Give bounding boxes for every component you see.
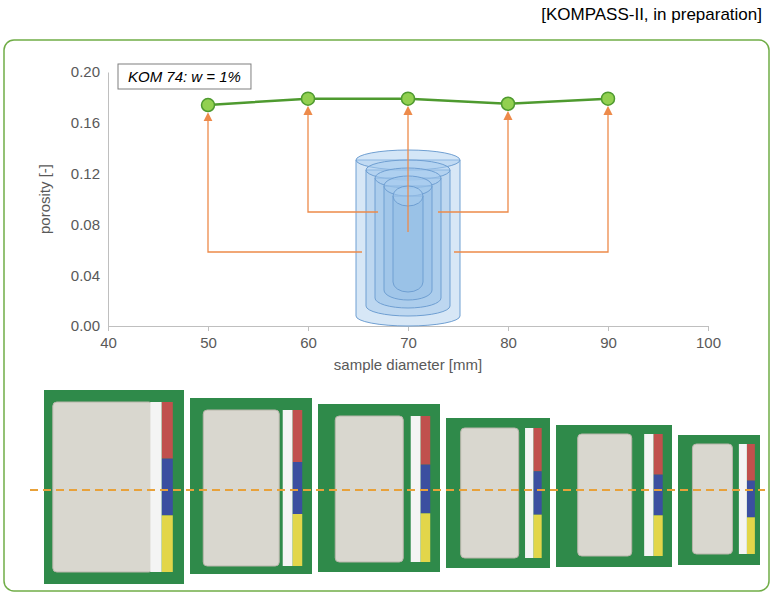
pointer-arrow [208,114,362,252]
data-point [202,99,215,112]
pointer-arrow [407,108,408,232]
y-axis-line [108,73,109,327]
x-tick-mark [408,326,409,331]
ruler-segment [292,462,302,514]
ruler-scale [150,402,161,572]
x-tick: 90 [600,326,617,351]
y-tick-label: 0.12 [71,165,100,182]
header-annotation: [KOMPASS-II, in preparation] [541,5,762,24]
y-tick-label: 0.04 [71,267,100,284]
ruler-scale [644,434,653,556]
sample-cylinder [461,428,519,558]
sample-cylinder [692,444,732,554]
x-tick-mark [308,326,309,331]
y-axis-title: porosity [-] [36,164,53,234]
x-tick-label: 100 [696,334,721,351]
y-axis: 0.00 0.04 0.08 0.12 0.16 0.20 [71,63,109,334]
photo-background [44,390,184,584]
x-tick-mark [708,326,709,331]
ruler-segment [747,517,755,554]
y-tick-label: 0.20 [71,63,100,80]
ruler-segment [420,513,430,562]
ruler-segment [420,416,430,465]
ruler-segment [533,471,541,514]
photo-background [446,418,550,568]
ruler-segment [292,410,302,462]
y-tick: 0.20 [71,63,108,80]
data-point [602,92,615,105]
ruler-segment [653,515,662,556]
pointer-arrow [308,108,378,212]
sample-cylinder [203,410,279,566]
ruler-segment [533,428,541,471]
x-tick-label: 40 [100,334,117,351]
ruler-segment [162,402,173,459]
x-tick: 60 [300,326,317,351]
x-tick-mark [108,326,109,331]
x-tick-label: 70 [400,334,417,351]
arrows [208,108,608,252]
ruler-segment [533,515,541,558]
sample-cylinder [578,434,632,556]
reference-line [30,489,765,491]
y-tick: 0.04 [71,267,108,284]
y-tick: 0.00 [71,317,108,334]
sample-cylinder [53,402,153,572]
data-point [302,92,315,105]
ruler-segment [747,444,755,481]
x-tick-mark [608,326,609,331]
data-marks [202,92,615,111]
x-axis-title: sample diameter [mm] [334,356,482,373]
title: KOM 74: w = 1% [128,68,241,85]
sample-photos [44,390,760,584]
ruler-scale [739,444,747,554]
data-point [402,92,415,105]
photo-background [190,398,312,574]
x-tick: 40 [100,326,117,351]
y-tick-label: 0.16 [71,114,100,131]
pointer-arrow [438,113,508,212]
x-tick-mark [208,326,209,331]
x-tick: 100 [696,326,721,351]
x-tick-label: 60 [300,334,317,351]
x-tick: 50 [200,326,217,351]
title-frame [118,64,251,89]
y-tick: 0.12 [71,165,108,182]
y-tick-label: 0.00 [71,317,100,334]
x-tick-label: 50 [200,334,217,351]
x-tick: 70 [400,326,417,351]
ruler-scale [283,410,293,566]
photo-background [556,425,672,567]
x-tick-label: 80 [500,334,517,351]
ruler-segment [747,481,755,518]
photo-background [678,435,760,565]
x-tick-mark [508,326,509,331]
y-tick: 0.08 [71,216,108,233]
pointer-arrow [454,108,608,252]
ruler-segment [653,475,662,516]
ruler-segment [162,459,173,516]
photo-background [318,404,440,572]
panel-frame [4,40,769,591]
data-point [502,97,515,110]
y-tick: 0.16 [71,114,108,131]
x-tick: 80 [500,326,517,351]
ruler-segment [292,514,302,566]
ruler-segment [162,515,173,572]
x-axis: 40 50 60 70 80 90 100 [100,326,721,351]
title-box: KOM 74: w = 1% [118,64,251,89]
ruler-segment [653,434,662,475]
y-tick-label: 0.08 [71,216,100,233]
ruler-scale [525,428,533,558]
x-tick-label: 90 [600,334,617,351]
